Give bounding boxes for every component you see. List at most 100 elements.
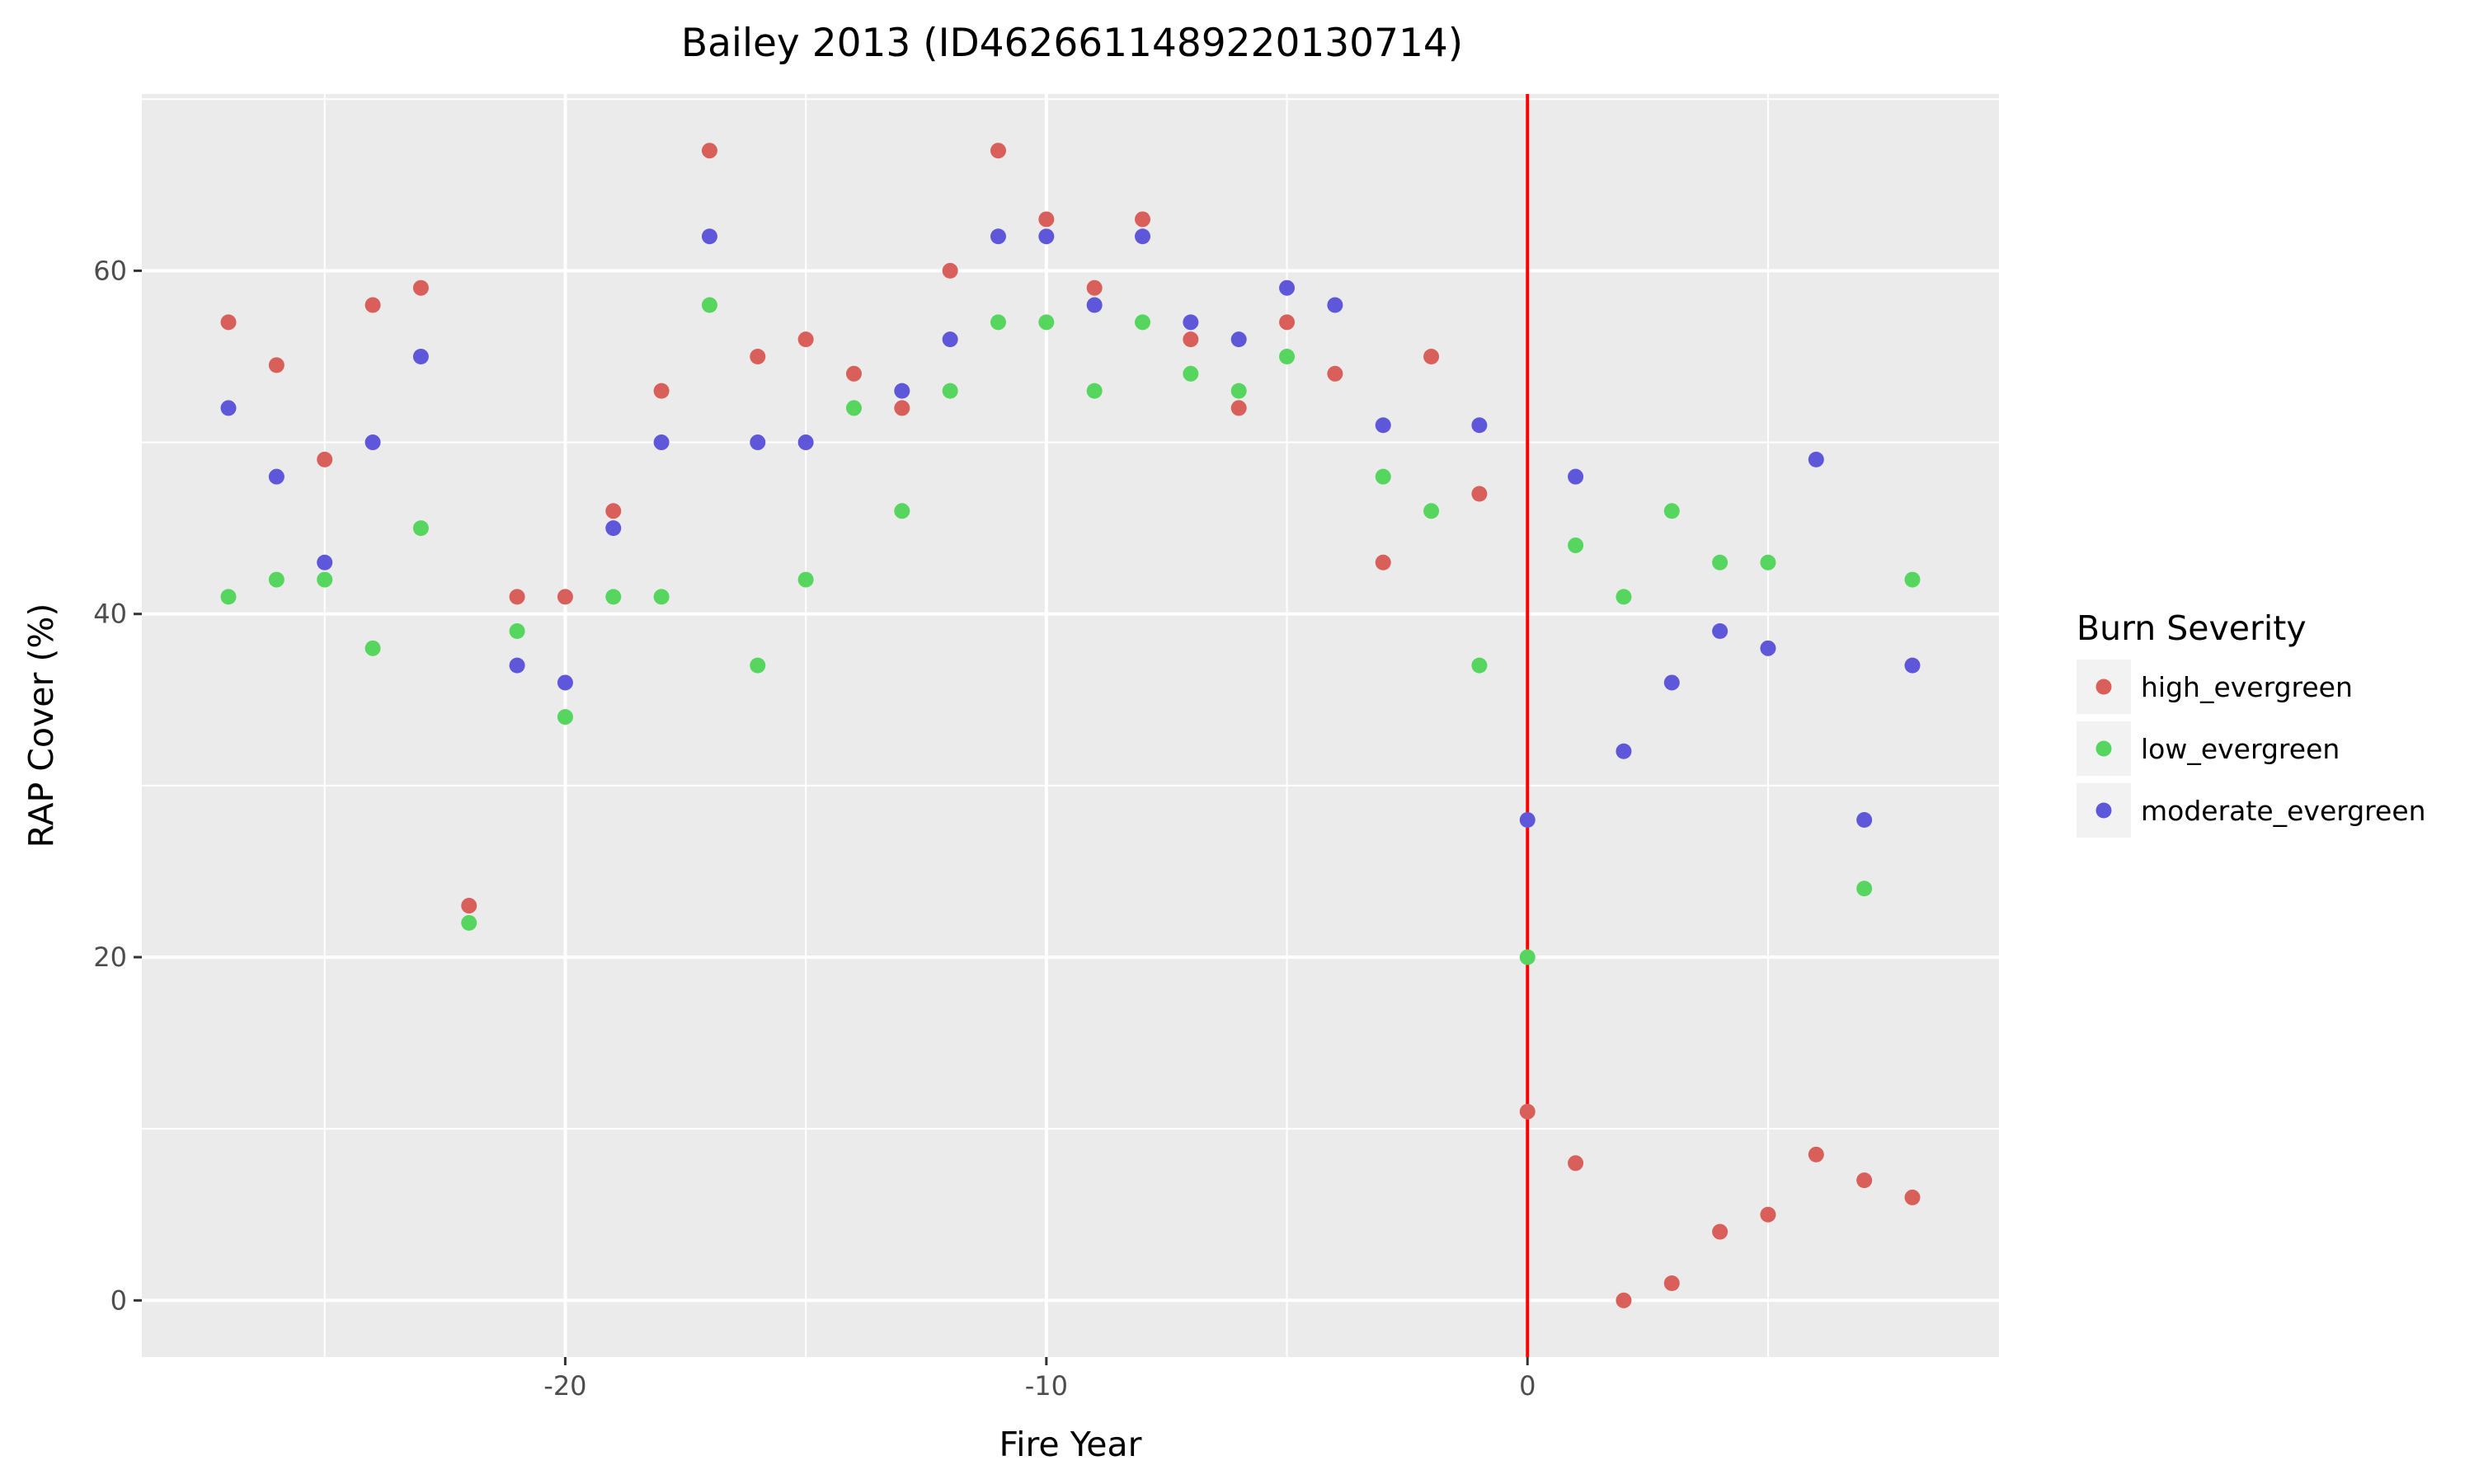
data-point (1712, 623, 1729, 640)
data-point (1423, 348, 1440, 364)
data-point (1135, 228, 1151, 245)
data-point (942, 331, 958, 348)
data-point (1279, 314, 1296, 331)
data-point (1375, 468, 1391, 485)
data-point (1663, 503, 1680, 519)
data-point (1086, 383, 1103, 399)
legend-label-low_evergreen: low_evergreen (2141, 733, 2340, 765)
data-point (1568, 537, 1584, 553)
data-point (1616, 743, 1632, 759)
series-high_evergreen (220, 143, 1921, 1308)
data-point (1230, 383, 1247, 399)
data-point (701, 297, 717, 313)
data-point (990, 228, 1006, 245)
legend: Burn Severity high_evergreen low_evergree… (2077, 608, 2426, 838)
data-point (1038, 211, 1055, 228)
x-tick-label: -10 (1025, 1370, 1068, 1402)
data-point (1135, 314, 1151, 331)
data-point (750, 348, 766, 364)
data-point (509, 657, 525, 674)
data-point (1327, 297, 1343, 313)
data-point (605, 589, 622, 605)
data-point (1663, 674, 1680, 691)
data-point (412, 348, 429, 364)
data-point (1471, 486, 1488, 502)
data-point (1279, 279, 1296, 296)
data-point (1856, 881, 1873, 897)
data-point (1423, 503, 1440, 519)
series-low_evergreen (220, 297, 1921, 965)
data-point (1230, 400, 1247, 416)
chart-title: Bailey 2013 (ID4626611489220130714) (681, 21, 1463, 66)
data-point (1568, 1155, 1584, 1172)
data-point (990, 314, 1006, 331)
data-point (1086, 297, 1103, 313)
data-point (1568, 468, 1584, 485)
data-point (1375, 554, 1391, 571)
data-point (1183, 331, 1199, 348)
legend-key-low_evergreen (2095, 740, 2112, 757)
data-point (412, 520, 429, 537)
data-point (1519, 1103, 1536, 1120)
data-point (1471, 417, 1488, 434)
y-tick-label: 40 (93, 599, 127, 630)
data-point (797, 331, 814, 348)
data-point (1760, 1206, 1776, 1223)
data-point (1183, 365, 1199, 382)
data-point (220, 589, 237, 605)
data-point (653, 434, 670, 451)
data-point (1904, 657, 1921, 674)
data-point (797, 434, 814, 451)
data-point (1327, 365, 1343, 382)
data-point (894, 383, 910, 399)
data-point (1086, 279, 1103, 296)
data-point (894, 503, 910, 519)
data-point (220, 314, 237, 331)
data-point (750, 434, 766, 451)
data-point (990, 143, 1006, 159)
data-point (317, 451, 333, 467)
data-point (1038, 314, 1055, 331)
series-moderate_evergreen (220, 228, 1921, 828)
data-point (894, 400, 910, 416)
data-point (1712, 554, 1729, 571)
data-point (1663, 1275, 1680, 1291)
data-point (268, 468, 285, 485)
data-point (845, 365, 862, 382)
data-point (1135, 211, 1151, 228)
data-point (1616, 589, 1632, 605)
legend-items: high_evergreen low_evergreen moderate_ever… (2077, 660, 2426, 838)
minor-gridlines (142, 94, 1999, 1357)
data-point (1279, 348, 1296, 364)
data-point (1183, 314, 1199, 331)
data-point (220, 400, 237, 416)
plot-panel (142, 94, 1999, 1357)
y-tick-label: 20 (93, 942, 127, 973)
data-point (1808, 451, 1824, 467)
data-point (317, 554, 333, 571)
data-point (701, 228, 717, 245)
data-point (461, 898, 477, 914)
data-point (365, 297, 381, 313)
data-point (942, 383, 958, 399)
legend-key-high_evergreen (2095, 679, 2112, 695)
data-point (557, 674, 573, 691)
data-point (1760, 554, 1776, 571)
data-point (365, 434, 381, 451)
data-point (317, 571, 333, 588)
data-point (1519, 949, 1536, 965)
data-point (509, 623, 525, 640)
data-point (1471, 657, 1488, 674)
data-point (942, 262, 958, 279)
data-point (1760, 640, 1776, 656)
data-point (1616, 1292, 1632, 1308)
data-point (1375, 417, 1391, 434)
data-point (365, 640, 381, 656)
data-point (268, 571, 285, 588)
data-point (1519, 811, 1536, 828)
data-point (557, 709, 573, 726)
data-point (1904, 571, 1921, 588)
data-point (509, 589, 525, 605)
legend-key-moderate_evergreen (2095, 802, 2112, 819)
